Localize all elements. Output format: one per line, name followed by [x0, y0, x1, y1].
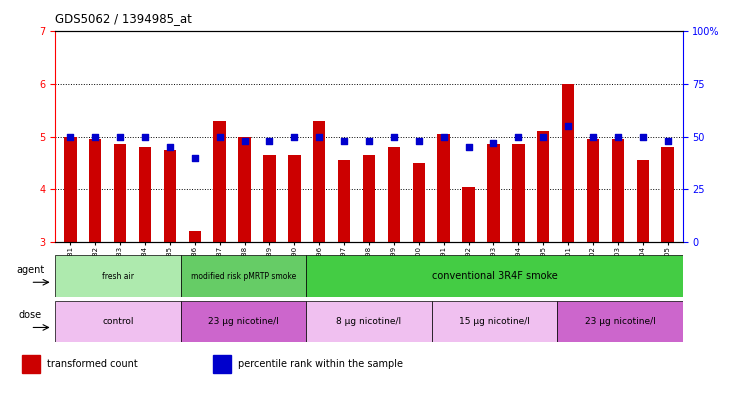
- Bar: [637, 160, 649, 242]
- Point: [562, 123, 574, 129]
- Point: [338, 138, 350, 144]
- Point: [114, 133, 126, 140]
- Bar: [89, 139, 101, 242]
- Bar: [537, 131, 550, 242]
- Bar: [263, 155, 276, 242]
- Point: [463, 144, 475, 150]
- Point: [64, 133, 76, 140]
- Bar: [512, 145, 525, 242]
- Point: [488, 140, 500, 146]
- Point: [238, 138, 250, 144]
- Point: [214, 133, 226, 140]
- Point: [289, 133, 300, 140]
- Bar: [213, 121, 226, 242]
- Text: fresh air: fresh air: [102, 272, 134, 281]
- Bar: [363, 155, 375, 242]
- Point: [139, 133, 151, 140]
- Bar: [432, 301, 557, 342]
- Bar: [181, 301, 306, 342]
- Point: [612, 133, 624, 140]
- Bar: [288, 155, 300, 242]
- Point: [388, 133, 400, 140]
- Point: [164, 144, 176, 150]
- Point: [438, 133, 449, 140]
- Point: [587, 133, 599, 140]
- Text: 23 μg nicotine/l: 23 μg nicotine/l: [584, 317, 655, 326]
- Point: [413, 138, 424, 144]
- Point: [89, 133, 101, 140]
- Bar: [114, 145, 126, 242]
- Bar: [562, 84, 574, 242]
- Bar: [164, 150, 176, 242]
- Bar: [313, 121, 325, 242]
- Bar: [557, 301, 683, 342]
- Bar: [612, 139, 624, 242]
- Bar: [238, 136, 251, 242]
- Bar: [661, 147, 674, 242]
- Point: [363, 138, 375, 144]
- Text: 23 μg nicotine/l: 23 μg nicotine/l: [208, 317, 279, 326]
- Bar: [462, 187, 475, 242]
- Bar: [213, 354, 231, 373]
- Bar: [487, 145, 500, 242]
- Bar: [22, 354, 40, 373]
- Text: transformed count: transformed count: [46, 359, 137, 369]
- Text: conventional 3R4F smoke: conventional 3R4F smoke: [432, 271, 557, 281]
- Bar: [587, 139, 599, 242]
- Bar: [181, 255, 306, 297]
- Text: GDS5062 / 1394985_at: GDS5062 / 1394985_at: [55, 12, 192, 25]
- Text: agent: agent: [16, 265, 44, 275]
- Bar: [306, 255, 683, 297]
- Bar: [306, 301, 432, 342]
- Text: dose: dose: [19, 310, 42, 320]
- Bar: [413, 163, 425, 242]
- Point: [662, 138, 674, 144]
- Point: [314, 133, 325, 140]
- Bar: [55, 301, 181, 342]
- Text: modified risk pMRTP smoke: modified risk pMRTP smoke: [191, 272, 296, 281]
- Point: [637, 133, 649, 140]
- Bar: [387, 147, 400, 242]
- Bar: [55, 255, 181, 297]
- Bar: [188, 231, 201, 242]
- Point: [512, 133, 524, 140]
- Bar: [338, 160, 351, 242]
- Text: percentile rank within the sample: percentile rank within the sample: [238, 359, 403, 369]
- Text: 8 μg nicotine/l: 8 μg nicotine/l: [337, 317, 401, 326]
- Point: [537, 133, 549, 140]
- Point: [189, 154, 201, 161]
- Bar: [139, 147, 151, 242]
- Text: control: control: [103, 317, 134, 326]
- Text: 15 μg nicotine/l: 15 μg nicotine/l: [459, 317, 530, 326]
- Point: [263, 138, 275, 144]
- Bar: [438, 134, 450, 242]
- Bar: [64, 136, 77, 242]
